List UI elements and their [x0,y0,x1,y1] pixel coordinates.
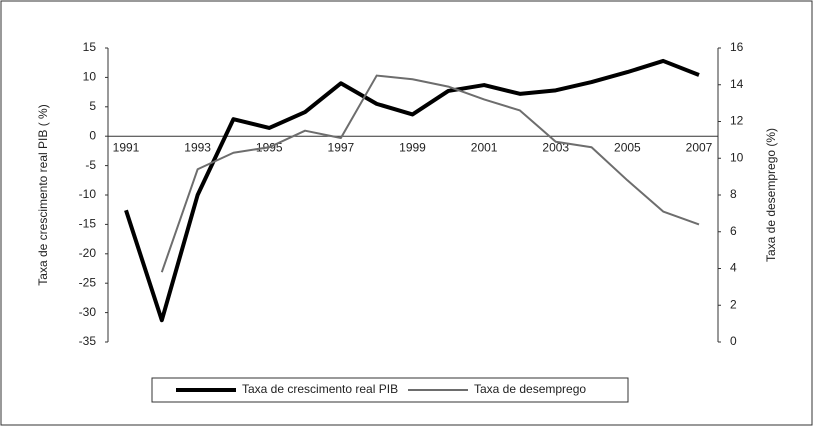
y-tick-label: -35 [79,334,97,348]
y2-tick-label: 8 [730,187,737,201]
legend-box [151,377,629,403]
x-tick-label: 1993 [184,140,211,154]
y-tick-label: -20 [79,246,97,260]
x-tick-label: 1991 [113,140,140,154]
series-line [160,74,700,273]
x-tick-label: 1997 [328,140,355,154]
y2-axis-label: Taxa de desemprego (%) [764,128,778,262]
y-tick-label: 0 [89,128,96,142]
y-tick-label: -5 [85,158,96,172]
y2-tick-label: 10 [730,150,744,164]
x-tick-label: 1999 [399,140,426,154]
y-tick-label: 5 [89,99,96,113]
y-tick-label: -25 [79,275,97,289]
x-tick-label: 2005 [614,140,641,154]
y2-tick-label: 0 [730,334,737,348]
y2-tick-label: 6 [730,224,737,238]
x-tick-label: 2007 [686,140,713,154]
x-tick-label: 2003 [542,140,569,154]
y-tick-label: -30 [79,305,97,319]
legend-label: Taxa de desemprego [474,382,586,396]
series-line [124,58,700,323]
y2-tick-label: 12 [730,114,744,128]
y-tick-label: 10 [83,70,97,84]
y2-tick-label: 14 [730,77,744,91]
x-tick-label: 2001 [471,140,498,154]
y-tick-label: -15 [79,217,97,231]
y2-tick-label: 4 [730,261,737,275]
y2-tick-label: 2 [730,297,737,311]
y-axis-label: Taxa de crescimento real PIB ( %) [36,104,50,285]
legend-label: Taxa de crescimento real PIB [242,382,398,396]
y-tick-label: 15 [83,40,97,54]
y2-tick-label: 16 [730,40,744,54]
y-tick-label: -10 [79,187,97,201]
